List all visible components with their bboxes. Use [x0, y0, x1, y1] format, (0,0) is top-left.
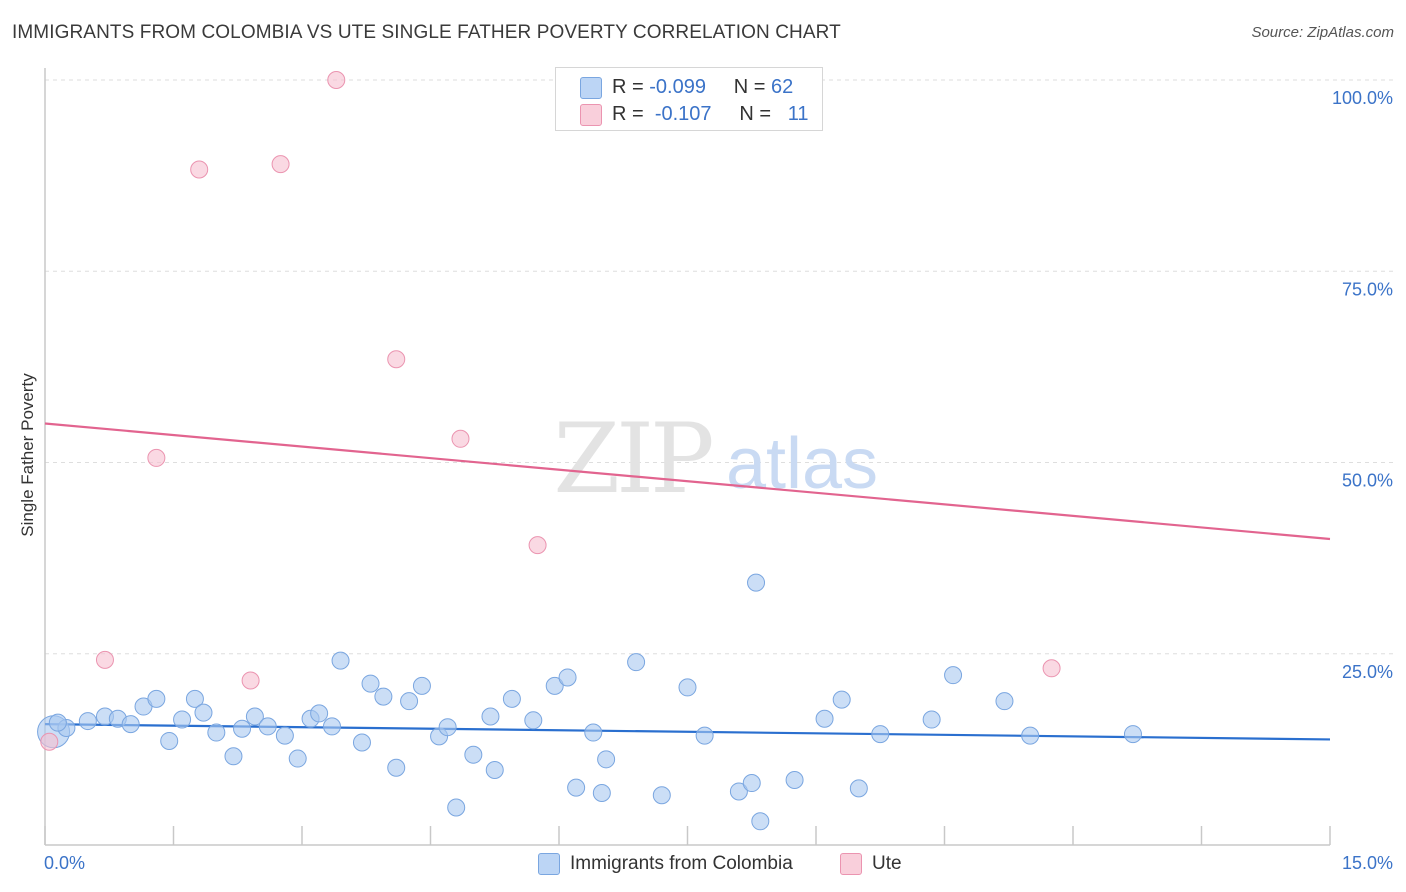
watermark: ZIP atlas	[553, 403, 878, 515]
colombia-point	[352, 733, 371, 752]
colombia-point	[558, 668, 577, 687]
colombia-point	[310, 704, 329, 723]
colombia-point	[400, 692, 419, 711]
colombia-point	[447, 798, 466, 817]
colombia-point	[48, 713, 67, 732]
colombia-point	[185, 689, 204, 708]
y-tick-label: 75.0%	[1342, 279, 1393, 299]
legend-r-label: R =	[612, 103, 644, 125]
colombia-point	[502, 689, 521, 708]
legend-n-value: 11	[787, 103, 809, 125]
colombia-point	[160, 731, 179, 750]
data-points	[37, 71, 1142, 831]
colombia-point	[438, 718, 457, 737]
colombia-point	[995, 692, 1014, 711]
ute-point	[147, 448, 166, 467]
y-tick-label: 100.0%	[1332, 88, 1393, 108]
colombia-point	[922, 710, 941, 729]
bottom-legend-label: Immigrants from Colombia	[570, 853, 793, 874]
colombia-point	[695, 726, 714, 745]
colombia-point	[1123, 725, 1142, 744]
colombia-point	[412, 676, 431, 695]
bottom-legend-swatch-blue	[538, 853, 560, 875]
colombia-point	[871, 725, 890, 744]
colombia-point	[1021, 726, 1040, 745]
colombia-point	[78, 712, 97, 731]
colombia-point	[785, 770, 804, 789]
colombia-point	[751, 812, 770, 831]
bottom-legend-swatch-pink	[840, 853, 862, 875]
colombia-point	[245, 707, 264, 726]
colombia-point	[729, 782, 748, 801]
tick-labels: 25.0% 50.0% 75.0% 100.0% 0.0% 15.0%	[44, 88, 1393, 873]
colombia-point	[288, 749, 307, 768]
colombia-point	[832, 690, 851, 709]
colombia-point	[147, 689, 166, 708]
y-tick-label: 50.0%	[1342, 471, 1393, 491]
colombia-point	[194, 703, 213, 722]
y-tick-label: 25.0%	[1342, 662, 1393, 682]
ute-point	[451, 429, 470, 448]
ute-point	[40, 732, 59, 751]
legend-n-value: 62	[771, 76, 794, 98]
colombia-point	[374, 687, 393, 706]
colombia-point	[678, 678, 697, 697]
colombia-point	[747, 573, 766, 592]
colombia-point	[524, 711, 543, 730]
legend-r-value: -0.107	[654, 103, 712, 125]
colombia-point	[331, 651, 350, 670]
ute-trend-line	[44, 422, 1331, 541]
colombia-point	[173, 710, 192, 729]
colombia-point	[387, 758, 406, 777]
legend-swatch-pink	[580, 104, 602, 126]
ute-point	[1042, 659, 1061, 678]
colombia-point	[258, 717, 277, 736]
legend-r-label: R =	[612, 76, 644, 98]
x-tick-label: 0.0%	[44, 853, 85, 873]
colombia-point	[944, 666, 963, 685]
colombia-point	[481, 707, 500, 726]
colombia-point	[597, 750, 616, 769]
ute-point	[528, 536, 547, 555]
colombia-point	[652, 786, 671, 805]
colombia-point	[233, 719, 252, 738]
colombia-point	[545, 676, 564, 695]
colombia-point	[322, 717, 341, 736]
ute-point	[95, 650, 114, 669]
colombia-point	[275, 726, 294, 745]
x-tick-label: 15.0%	[1342, 853, 1393, 873]
colombia-point	[567, 778, 586, 797]
colombia-point	[627, 653, 646, 672]
legend-n-label: N =	[739, 103, 772, 125]
correlation-legend: R = -0.099 N = 62 R = -0.107 N = 11	[555, 67, 823, 131]
colombia-point	[592, 783, 611, 802]
colombia-point	[464, 745, 483, 764]
ute-point	[271, 155, 290, 174]
ute-point	[241, 671, 260, 690]
bottom-legend-label: Ute	[872, 853, 902, 874]
legend-swatch-blue	[580, 77, 602, 99]
grid-lines	[45, 79, 1395, 655]
colombia-point	[742, 774, 761, 793]
ute-point	[387, 350, 406, 369]
legend-r-value: -0.099	[649, 76, 706, 98]
colombia-point	[224, 747, 243, 766]
colombia-point	[207, 723, 226, 742]
legend-n-label: N =	[733, 76, 766, 98]
colombia-point	[815, 709, 834, 728]
watermark-zip: ZIP	[553, 403, 712, 515]
y-axis-label: Single Father Poverty	[18, 373, 37, 537]
colombia-point	[584, 723, 603, 742]
ute-point	[190, 160, 209, 179]
colombia-point	[121, 715, 140, 734]
colombia-point	[361, 674, 380, 693]
axes	[44, 68, 1331, 846]
chart-title: IMMIGRANTS FROM COLOMBIA VS UTE SINGLE F…	[12, 22, 841, 43]
source-label: Source: ZipAtlas.com	[1251, 24, 1394, 41]
colombia-point	[485, 761, 504, 780]
colombia-point	[849, 779, 868, 798]
ute-point	[327, 71, 346, 89]
